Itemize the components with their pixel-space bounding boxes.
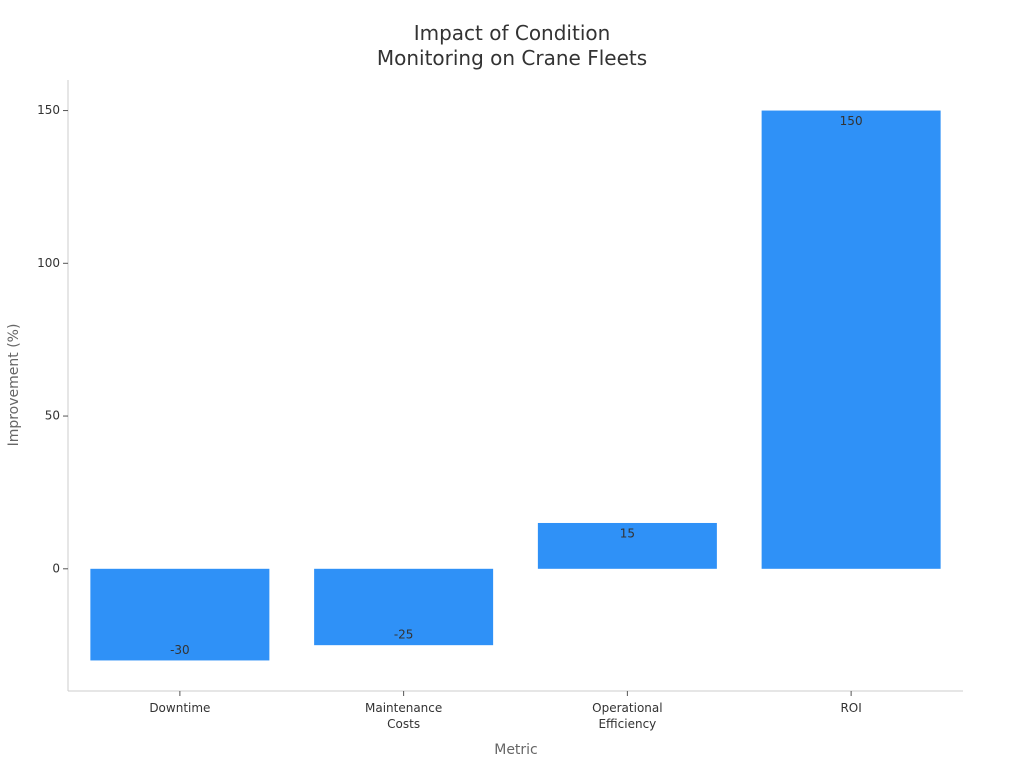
y-tick-label: 0 — [52, 561, 60, 575]
value-label: -30 — [170, 643, 190, 657]
bar — [537, 522, 717, 569]
y-tick-label: 100 — [37, 256, 60, 270]
x-tick-label: ROI — [840, 701, 861, 715]
x-tick-label: Operational Efficiency — [592, 701, 662, 731]
value-label: 150 — [840, 114, 863, 128]
y-tick-label: 150 — [37, 103, 60, 117]
x-tick-label: Maintenance Costs — [365, 701, 442, 731]
chart-title: Impact of Condition Monitoring on Crane F… — [377, 21, 647, 70]
y-tick-label: 50 — [45, 409, 60, 423]
bar — [761, 110, 941, 569]
bar — [90, 568, 270, 661]
y-axis-label: Improvement (%) — [6, 324, 22, 447]
bar — [314, 568, 494, 646]
value-label: 15 — [620, 526, 635, 540]
x-axis-label: Metric — [494, 742, 538, 758]
value-label: -25 — [394, 628, 414, 642]
x-tick-label: Downtime — [149, 701, 210, 715]
